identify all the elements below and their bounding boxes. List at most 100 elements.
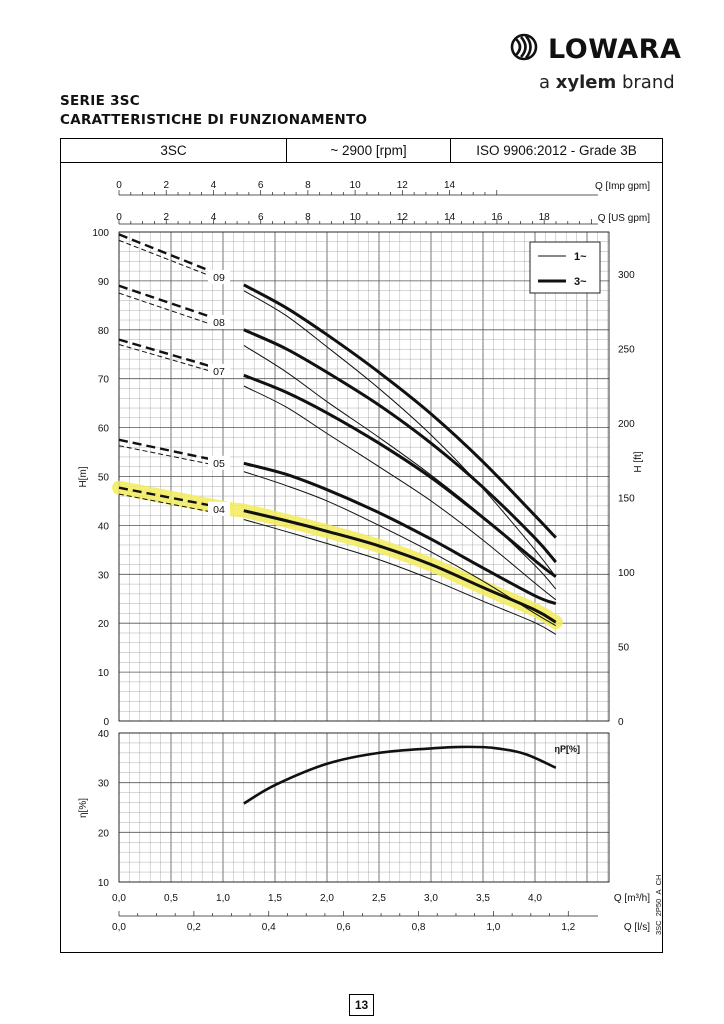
top-axis-tick-label: 16 — [491, 212, 503, 223]
plot-border — [118, 732, 610, 883]
x-tick-label-m3h: 0,5 — [164, 893, 178, 904]
top-axis-tick-label: 14 — [444, 212, 456, 223]
chart-frame — [60, 138, 663, 953]
y-tick-label: 80 — [98, 326, 110, 337]
plot-border — [118, 231, 610, 722]
header-speed: ~ 2900 [rpm] — [287, 139, 451, 163]
legend-label-1ph: 1~ — [574, 251, 587, 263]
x-tick-label-ls: 0,4 — [262, 922, 276, 933]
curve-label-bg — [208, 455, 230, 470]
y2-tick-label: 0 — [618, 717, 624, 728]
y-tick-label: 50 — [98, 473, 110, 484]
x-tick-label-ls: 1,0 — [486, 922, 500, 933]
curve-label-05: 05 — [213, 458, 225, 470]
y-tick-label: 20 — [98, 619, 110, 630]
top-axis-tick-label: 4 — [211, 212, 217, 223]
y-tick-label: 40 — [98, 521, 110, 532]
curve-label-bg — [208, 270, 230, 285]
x-tick-label-ls: 0,8 — [412, 922, 426, 933]
y-tick-label: 10 — [98, 668, 110, 679]
curve-08-3ph — [243, 328, 557, 564]
top-axis-tick-label: 0 — [116, 180, 122, 191]
top-axis-tick-label: 12 — [397, 212, 409, 223]
x-tick-label-ls: 0,0 — [112, 922, 126, 933]
y-tick-label: 60 — [98, 424, 110, 435]
curve-05-3ph — [243, 461, 557, 606]
curve-09-3ph — [243, 283, 557, 539]
x-tick-label-m3h: 2,0 — [320, 893, 334, 904]
curve-04-3ph — [243, 509, 557, 624]
y2-axis-label: H [ft] — [633, 451, 644, 472]
top-axis-tick-label: 2 — [163, 180, 169, 191]
lowara-logo — [510, 33, 538, 61]
top-axis-tick-label: 6 — [258, 212, 264, 223]
brand-name: LOWARA — [548, 34, 682, 65]
x-tick-label-ls: 1,2 — [561, 922, 575, 933]
x-tick-label-m3h: 2,5 — [372, 893, 386, 904]
y2-tick-label: 200 — [618, 419, 635, 430]
top-axis-tick-label: 14 — [444, 180, 456, 191]
y-tick-label: 90 — [98, 277, 110, 288]
y-tick-label: 30 — [98, 570, 110, 581]
top-axis-tick-label: 8 — [305, 212, 311, 223]
curve-label-bg — [208, 314, 230, 329]
head-grid — [118, 231, 610, 722]
curve-07-3ph — [243, 373, 557, 578]
x-tick-label-m3h: 1,0 — [216, 893, 230, 904]
series-title: SERIE 3SC — [60, 93, 141, 109]
x-axis-label-m3h: Q [m³/h] — [614, 893, 650, 904]
y2-tick-label: 100 — [618, 568, 635, 579]
top-axis-tick-label: 12 — [397, 180, 409, 191]
top-axis-tick-label: 6 — [258, 180, 264, 191]
eff-y-tick-label: 20 — [98, 828, 110, 839]
eff-y-tick-label: 40 — [98, 729, 110, 740]
x-tick-label-ls: 0,2 — [187, 922, 201, 933]
top-axis-tick-label: 10 — [350, 212, 362, 223]
legend-label-3ph: 3~ — [574, 276, 587, 288]
x-tick-label-m3h: 3,0 — [424, 893, 438, 904]
efficiency-curve-label: ηP[%] — [555, 744, 581, 754]
x-tick-label-m3h: 1,5 — [268, 893, 282, 904]
brand-tagline: a xylem brand — [539, 72, 675, 93]
top-axis-tick-label: 18 — [539, 212, 551, 223]
efficiency-curve — [243, 745, 557, 805]
eff-y-tick-label: 10 — [98, 878, 110, 889]
efficiency-grid — [118, 732, 610, 883]
top-axis-unit-label: Q [US gpm] — [598, 213, 650, 224]
top-axis-tick-label: 0 — [116, 212, 122, 223]
curve-label-bg — [208, 363, 230, 378]
curve-04-1ph — [243, 519, 557, 635]
curve-08-1ph — [243, 344, 557, 590]
eff-y-axis-label: η[%] — [78, 798, 89, 818]
header-standard: ISO 9906:2012 - Grade 3B — [451, 139, 662, 163]
curve-07-1ph — [243, 385, 557, 601]
x-axis-label-ls: Q [l/s] — [624, 922, 650, 933]
curve-09-1ph — [243, 290, 557, 578]
y-tick-label: 0 — [103, 717, 109, 728]
legend: 1~ 3~ — [529, 241, 601, 294]
curve-05-1ph — [243, 471, 557, 627]
x-tick-label-m3h: 0,0 — [112, 893, 126, 904]
y-axis-label: H[m] — [78, 466, 89, 487]
curve-label-bg — [208, 501, 230, 516]
page-subtitle: CARATTERISTICHE DI FUNZIONAMENTO — [60, 112, 368, 128]
drawing-code: 3SC_2P50_A_CH — [654, 874, 663, 935]
page-number: 13 — [349, 994, 374, 1016]
top-axis-tick-label: 4 — [211, 180, 217, 191]
eff-y-tick-label: 30 — [98, 779, 110, 790]
y-tick-label: 70 — [98, 375, 110, 386]
y-tick-label: 100 — [92, 228, 109, 239]
top-axis-tick-label: 8 — [305, 180, 311, 191]
curve-label-07: 07 — [213, 366, 225, 378]
curve-label-04: 04 — [213, 504, 225, 516]
top-axis-tick-label: 2 — [163, 212, 169, 223]
y2-tick-label: 250 — [618, 344, 635, 355]
y2-tick-label: 300 — [618, 270, 635, 281]
legend-box — [529, 241, 601, 294]
x-tick-label-m3h: 4,0 — [528, 893, 542, 904]
header-model: 3SC — [61, 139, 287, 163]
x-tick-label-ls: 0,6 — [337, 922, 351, 933]
top-axis-unit-label: Q [Imp gpm] — [595, 181, 650, 192]
y2-tick-label: 50 — [618, 642, 630, 653]
